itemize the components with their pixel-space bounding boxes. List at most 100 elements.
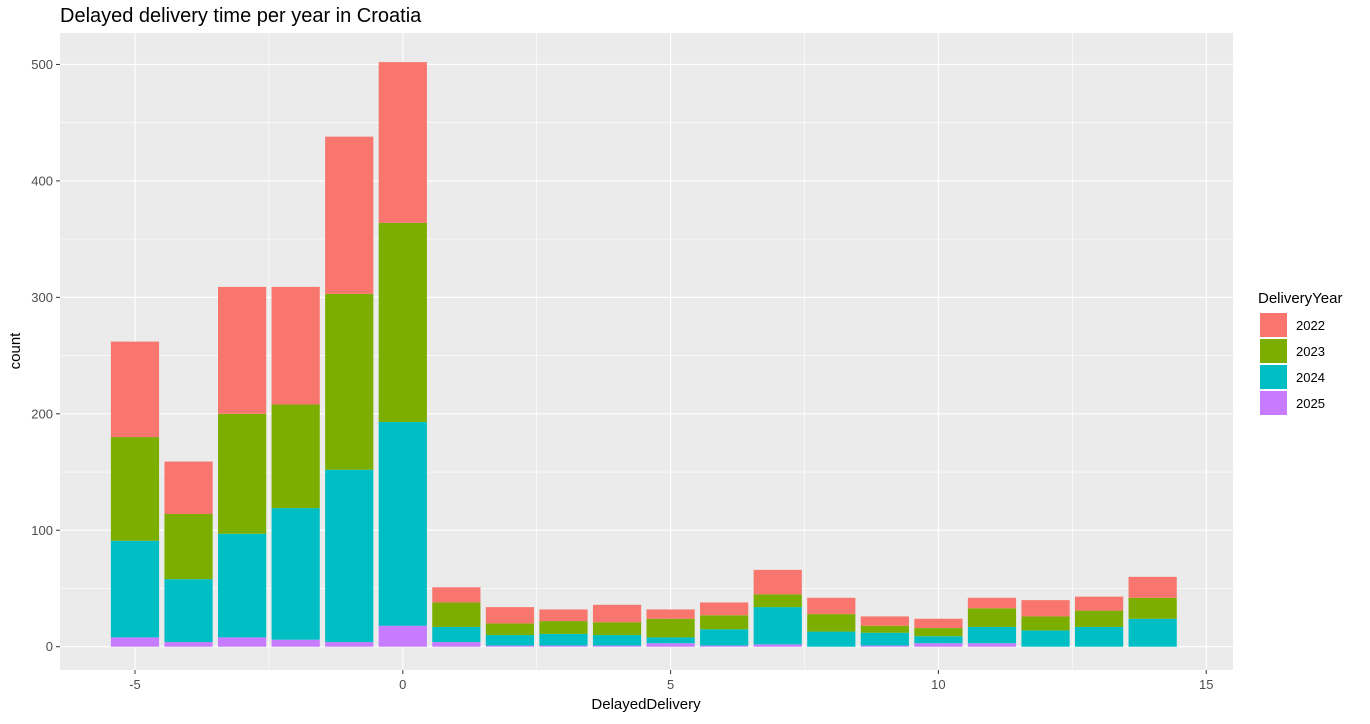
bar-segment-2024-x1 (432, 626, 481, 643)
x-axis: -5 0 5 10 15 (129, 670, 1213, 692)
bar-segment-2025-x7 (753, 644, 802, 647)
x-axis-title: DelayedDelivery (591, 696, 701, 713)
bar-segment-2022-x8 (807, 597, 856, 615)
bar-segment-2023-x3 (539, 621, 588, 634)
bar-segment-2023-x-3 (218, 413, 267, 534)
bar-segment-2024-x2 (485, 635, 535, 646)
y-tick-label: 300 (31, 290, 53, 305)
legend-key-2024 (1260, 365, 1287, 389)
bar-segment-2022-x-2 (271, 286, 320, 405)
bar-segment-2025-x-1 (325, 642, 374, 647)
bar-segment-2022-x-4 (164, 461, 213, 514)
bar-segment-2023-x-1 (325, 293, 374, 470)
bar-segment-2023-x5 (646, 618, 695, 638)
bar-segment-2025-x-5 (110, 637, 160, 647)
bar-segment-2023-x9 (860, 625, 909, 633)
bar-segment-2023-x-4 (164, 513, 213, 580)
x-tick-label: -5 (129, 677, 141, 692)
y-axis-title: count (7, 332, 24, 370)
bar-segment-2025-x2 (485, 645, 535, 647)
bar-segment-2024-x8 (807, 631, 856, 647)
bar-segment-2023-x1 (432, 602, 481, 627)
bar-segment-2024-x3 (539, 633, 588, 646)
bar-segment-2022-x9 (860, 616, 909, 626)
bar-segment-2024-x7 (753, 607, 802, 645)
bar-segment-2022-x13 (1074, 596, 1124, 611)
bar-segment-2024-x0 (378, 421, 427, 626)
bar-segment-2024-x-1 (325, 469, 374, 643)
bar-segment-2023-x-2 (271, 404, 320, 509)
bar-segment-2023-x6 (700, 615, 749, 630)
bar-segment-2022-x-3 (218, 286, 267, 414)
bar-segment-2024-x4 (592, 635, 642, 646)
bar-segment-2025-x4 (592, 645, 642, 647)
bar-segment-2025-x-3 (218, 637, 267, 647)
bar-segment-2024-x-3 (218, 533, 267, 638)
bar-segment-2024-x10 (914, 636, 963, 644)
bar-segment-2022-x2 (485, 607, 535, 624)
bar-segment-2023-x4 (592, 622, 642, 636)
bar-segment-2023-x10 (914, 628, 963, 637)
legend-key-2022 (1260, 313, 1287, 337)
bar-segment-2022-x12 (1021, 600, 1070, 617)
bar-segment-2024-x5 (646, 637, 695, 644)
legend-title: DeliveryYear (1258, 290, 1343, 307)
legend-key-2025 (1260, 391, 1287, 415)
bar-segment-2022-x11 (967, 597, 1017, 609)
bar-segment-2024-x-4 (164, 579, 213, 643)
bar-segment-2025-x10 (914, 643, 963, 647)
bar-segment-2025-x0 (378, 625, 427, 647)
bar-segment-2023-x13 (1074, 610, 1124, 627)
grid-minor (60, 33, 1233, 670)
bar-segment-2024-x6 (700, 629, 749, 646)
y-tick-label: 400 (31, 173, 53, 188)
bar-segment-2024-x9 (860, 632, 909, 646)
legend-label-2025: 2025 (1296, 396, 1325, 411)
bar-segment-2022-x0 (378, 62, 427, 223)
legend: DeliveryYear 2022 2023 2024 2025 (1258, 290, 1343, 415)
bar-segment-2022-x-5 (110, 341, 160, 438)
chart-title: Delayed delivery time per year in Croati… (60, 5, 422, 27)
bar-segment-2025-x11 (967, 643, 1017, 647)
bar-segment-2022-x1 (432, 587, 481, 603)
bar-segment-2024-x-5 (110, 540, 160, 638)
bar-segment-2023-x12 (1021, 616, 1070, 631)
y-tick-label: 100 (31, 523, 53, 538)
legend-label-2023: 2023 (1296, 344, 1325, 359)
bar-segment-2024-x13 (1074, 626, 1124, 647)
bar-segment-2024-x11 (967, 626, 1017, 644)
bar-segment-2023-x7 (753, 594, 802, 608)
x-tick-label: 10 (931, 677, 945, 692)
bar-segment-2023-x11 (967, 608, 1017, 627)
legend-key-2023 (1260, 339, 1287, 363)
bar-segment-2025-x-4 (164, 642, 213, 647)
bar-segment-2025-x6 (700, 645, 749, 647)
bar-segment-2022-x6 (700, 602, 749, 616)
legend-label-2022: 2022 (1296, 318, 1325, 333)
bar-segment-2025-x5 (646, 643, 695, 647)
x-tick-label: 15 (1199, 677, 1213, 692)
bar-segment-2024-x-2 (271, 508, 320, 640)
bar-segment-2022-x3 (539, 609, 588, 622)
bar-segment-2023-x8 (807, 614, 856, 632)
bar-segment-2022-x14 (1128, 576, 1177, 598)
y-tick-label: 200 (31, 406, 53, 421)
bar-segment-2025-x-2 (271, 639, 320, 647)
bar-segment-2022-x5 (646, 609, 695, 619)
bar-segment-2023-x14 (1128, 597, 1177, 619)
bar-segment-2023-x0 (378, 222, 427, 422)
bar-segment-2023-x2 (485, 623, 535, 636)
y-tick-label: 0 (46, 639, 53, 654)
bar-segment-2022-x7 (753, 569, 802, 595)
y-axis: 0 100 200 300 400 500 (31, 57, 60, 654)
bar-segment-2022-x-1 (325, 136, 374, 294)
bar-segment-2024-x12 (1021, 630, 1070, 647)
y-tick-label: 500 (31, 57, 53, 72)
x-tick-label: 0 (399, 677, 406, 692)
legend-label-2024: 2024 (1296, 370, 1325, 385)
bar-segment-2025-x3 (539, 645, 588, 647)
bar-segment-2024-x14 (1128, 618, 1177, 647)
bar-segment-2022-x10 (914, 618, 963, 629)
bar-segment-2025-x1 (432, 642, 481, 647)
